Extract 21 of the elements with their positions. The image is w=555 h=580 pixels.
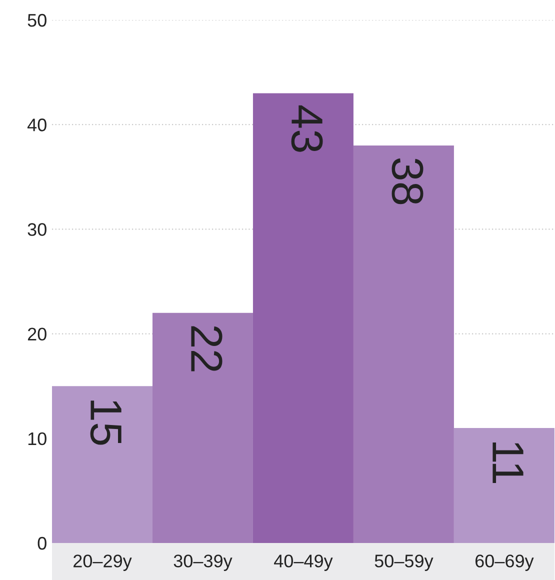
data-label: 22 xyxy=(191,326,222,372)
x-tick-label: 60–69y xyxy=(476,554,534,571)
y-tick-label: 10 xyxy=(28,432,46,446)
data-label: 11 xyxy=(492,442,524,484)
data-label: 15 xyxy=(90,400,122,445)
x-tick-label: 50–59y xyxy=(374,554,434,571)
y-tick-label: 30 xyxy=(28,223,46,236)
data-label: 38 xyxy=(392,158,424,204)
x-tick-label: 40–49y xyxy=(274,554,333,571)
bar xyxy=(252,93,354,543)
bar xyxy=(454,428,554,543)
y-tick-label: 20 xyxy=(28,328,46,341)
y-tick-label: 0 xyxy=(38,536,46,550)
bar xyxy=(152,312,253,543)
y-tick-label: 50 xyxy=(28,14,46,27)
y-tick-label: 40 xyxy=(27,118,46,132)
data-label: 43 xyxy=(291,105,323,152)
bar xyxy=(52,386,152,543)
x-tick-label: 20–29y xyxy=(74,554,132,571)
bar xyxy=(353,146,454,543)
x-tick-label: 30–39y xyxy=(174,554,232,571)
